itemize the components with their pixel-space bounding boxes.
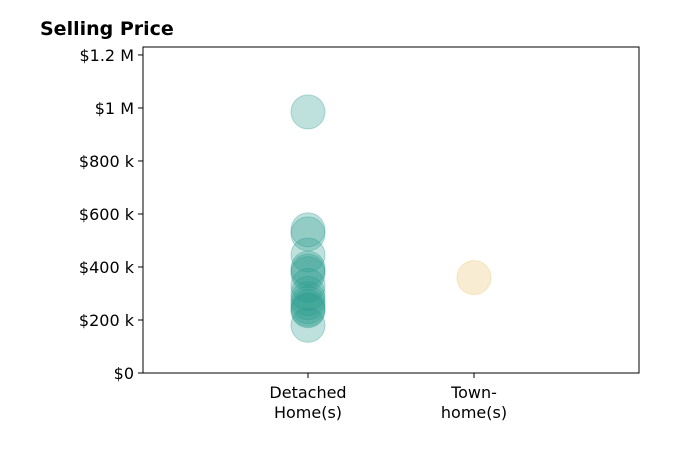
y-tick-label: $1.2 M (79, 46, 134, 65)
y-tick-label: $400 k (79, 258, 135, 277)
x-tick-label: Detached (269, 383, 346, 402)
x-tick-label: home(s) (441, 403, 507, 422)
data-point (290, 253, 326, 289)
data-point (290, 268, 326, 304)
y-axis: $0 $200 k $400 k $600 k $800 k $1 M $1.2 M (79, 46, 143, 383)
data-point (290, 216, 326, 252)
data-point (290, 94, 326, 130)
data-point (290, 281, 326, 317)
x-tick-label: Town- (450, 383, 497, 402)
data-point (290, 307, 326, 343)
y-tick-label: $1 M (95, 99, 134, 118)
x-tick-label: Home(s) (274, 403, 342, 422)
data-point (290, 256, 326, 292)
data-points (290, 94, 492, 343)
data-point (290, 250, 326, 286)
data-point (290, 289, 326, 325)
data-point (290, 275, 326, 311)
data-point (290, 237, 326, 273)
y-tick-label: $0 (114, 364, 134, 383)
y-tick-label: $800 k (79, 152, 135, 171)
data-point (290, 212, 326, 248)
y-tick-label: $200 k (79, 311, 135, 330)
data-point (290, 285, 326, 321)
data-point (290, 293, 326, 329)
data-point (456, 260, 492, 296)
data-point (290, 291, 326, 327)
plot-frame (142, 46, 640, 374)
y-tick-label: $600 k (79, 205, 135, 224)
chart-title: Selling Price (40, 18, 174, 40)
